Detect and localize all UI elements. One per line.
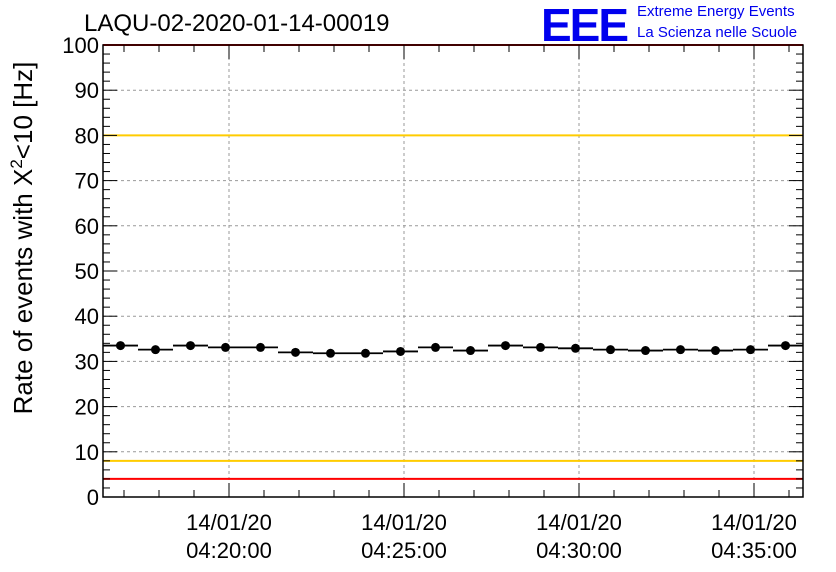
data-point [781,341,790,351]
data-point [256,342,265,352]
data-point [816,339,825,348]
x-tick-label-time: 04:20:00 [186,538,272,563]
y-tick-label: 80 [75,123,99,148]
y-tick-label: 90 [75,78,99,103]
data-point [431,342,440,352]
data-point [326,348,335,358]
data-point [221,342,230,352]
x-tick-label-date: 14/01/20 [186,510,272,535]
y-axis-label-sup: 2 [7,159,26,168]
y-axis-label-main: Rate of events with X [8,169,38,415]
data-point [746,345,755,355]
x-tick-label-time: 04:30:00 [536,538,622,563]
logo-line-2: La Scienza nelle Scuole [637,24,798,41]
data-point [186,341,195,351]
data-point [501,341,510,351]
x-tick-label-date: 14/01/20 [536,510,622,535]
x-tick-label-time: 04:35:00 [711,538,797,563]
y-tick-label: 0 [87,485,99,510]
y-tick-label: 50 [75,259,99,284]
x-tick-label-date: 14/01/20 [711,510,797,535]
data-point [641,346,650,356]
grid-layer [103,45,803,497]
x-tick-label-time: 04:25:00 [361,538,447,563]
data-point [361,348,370,358]
x-tick-label-date: 14/01/20 [361,510,447,535]
run-title: LAQU-02-2020-01-14-00019 [84,10,390,37]
data-series [103,339,825,358]
data-point [466,346,475,356]
y-tick-label: 20 [75,395,99,420]
data-point [396,346,405,356]
eee-logo: EEE [541,0,629,51]
data-point [676,345,685,355]
axes: 0 10 20 30 40 50 60 70 80 90 100 14/01/20 04:20:00 14… [62,33,804,563]
data-point [571,343,580,353]
data-point [711,346,720,356]
y-tick-label: 70 [75,169,99,194]
data-point [151,345,160,355]
y-tick-label: 30 [75,349,99,374]
y-axis-label-tail: <10 [Hz] [8,62,38,160]
reference-lines [103,44,803,480]
y-tick-label: 60 [75,214,99,239]
y-tick-label: 100 [62,33,99,58]
data-point [116,341,125,351]
data-point [536,342,545,352]
data-points [103,339,825,358]
y-axis-label: Rate of events with X2<10 [Hz] [7,62,38,415]
logo-line-1: Extreme Energy Events [637,3,795,20]
y-tick-label: 10 [75,440,99,465]
data-point [291,347,300,357]
y-tick-label: 40 [75,304,99,329]
data-point [606,345,615,355]
